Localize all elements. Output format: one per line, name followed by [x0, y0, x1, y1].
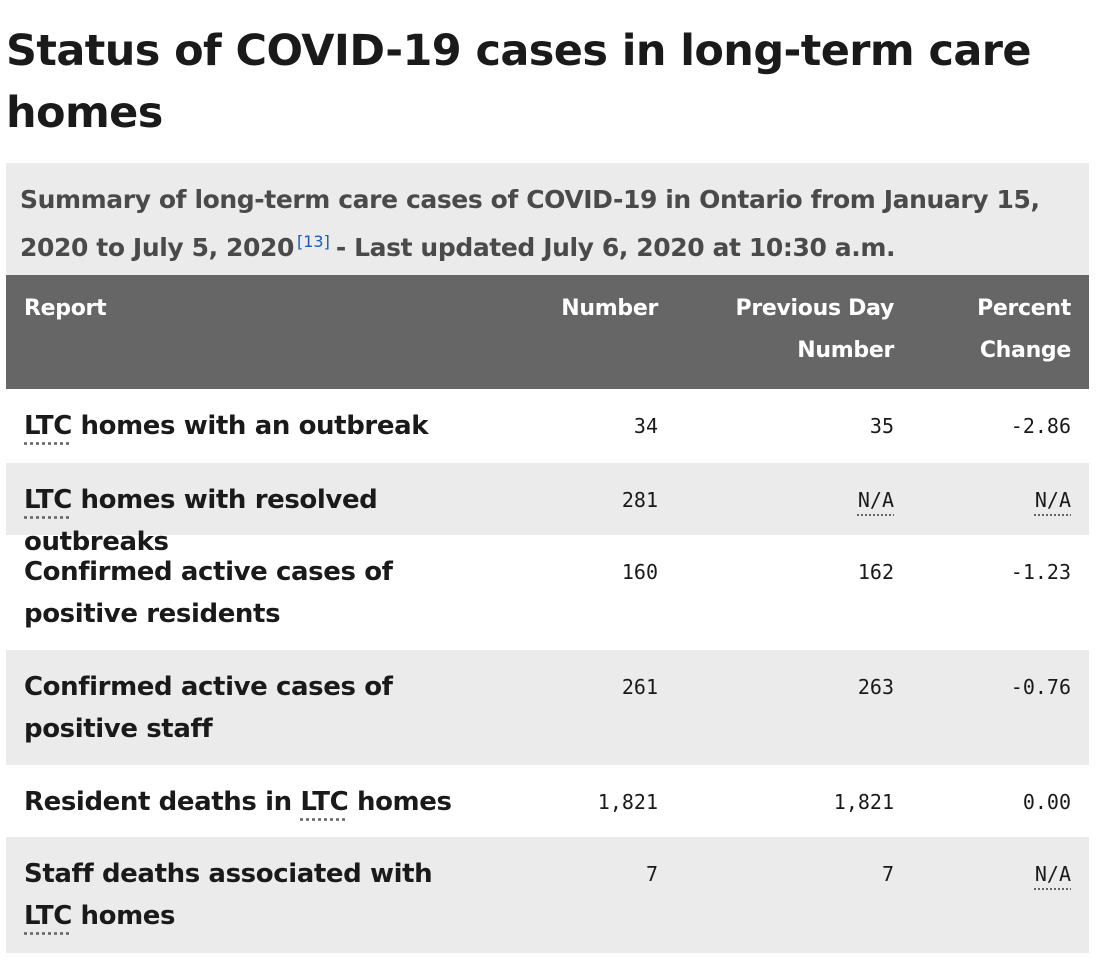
- row-report-label-text: Resident deaths in LTC homes: [24, 781, 504, 823]
- header-previous-day-number: Previous Day Number: [658, 275, 895, 389]
- row-report-label: Confirmed active cases of positive resid…: [6, 535, 504, 650]
- row-report-label: LTC homes with an outbreak: [6, 389, 504, 463]
- ltc-abbreviation[interactable]: LTC: [24, 411, 72, 441]
- cell-percent-change: N/A: [894, 837, 1089, 953]
- cell-number: 34: [504, 389, 658, 463]
- cell-number-value: 261: [621, 675, 658, 699]
- label-text: Confirmed active cases of positive resid…: [24, 557, 393, 629]
- cell-percent-change: N/A: [894, 463, 1089, 535]
- caption-text: Summary of long-term care cases of COVID…: [20, 185, 1040, 262]
- table-row: Resident deaths in LTC homes 1,821 1,821 0.…: [6, 765, 1089, 837]
- table-row: Confirmed active cases of positive resid…: [6, 535, 1089, 650]
- row-report-label-text: Staff deaths associated with LTC homes: [24, 853, 464, 937]
- table-row: Confirmed active cases of positive staff…: [6, 650, 1089, 765]
- ltc-summary-table: Summary of long-term care cases of COVID…: [6, 163, 1089, 953]
- row-report-label: Staff deaths associated with LTC homes: [6, 837, 504, 953]
- table-row: LTC homes with an outbreak 34 35 -2.86: [6, 389, 1089, 463]
- cell-number: 160: [504, 535, 658, 650]
- label-text: Resident deaths in: [24, 787, 301, 817]
- row-report-label: Confirmed active cases of positive staff: [6, 650, 504, 765]
- table-header-row: Report Number Previous Day Number Percen…: [6, 275, 1089, 389]
- not-available-abbreviation[interactable]: N/A: [857, 488, 894, 512]
- ltc-abbreviation[interactable]: LTC: [300, 787, 349, 817]
- header-percent-change-text: Percent Change: [977, 296, 1071, 363]
- label-text: homes: [348, 787, 452, 817]
- cell-percent-change-value: -0.76: [1010, 675, 1071, 699]
- table-row: Staff deaths associated with LTC homes 7 7…: [6, 837, 1089, 953]
- row-report-label-text: LTC homes with resolved outbreaks: [24, 479, 504, 563]
- cell-previous-day-number-value: 263: [857, 675, 894, 699]
- page-title: Status of COVID-19 cases in long-term ca…: [6, 26, 1032, 138]
- cell-previous-day-number: 162: [658, 535, 894, 650]
- row-report-label: Resident deaths in LTC homes: [6, 765, 504, 837]
- reference-link[interactable]: [13]: [296, 232, 330, 251]
- cell-percent-change: -1.23: [894, 535, 1089, 650]
- cell-previous-day-number: N/A: [658, 463, 894, 535]
- cell-number: 7: [504, 837, 658, 953]
- cell-percent-change: 0.00: [894, 765, 1089, 837]
- cell-percent-change-value: 0.00: [1022, 790, 1071, 814]
- cell-previous-day-number: 35: [658, 389, 894, 463]
- cell-number-value: 1,821: [597, 790, 658, 814]
- cell-previous-day-number-value: 162: [857, 560, 894, 584]
- header-number: Number: [561, 296, 658, 321]
- row-report-label: LTC homes with resolved outbreaks: [6, 463, 504, 557]
- cell-previous-day-number: 7: [658, 837, 894, 953]
- cell-number-value: 281: [621, 488, 658, 512]
- caption-updated-text: - Last updated July 6, 2020 at 10:30 a.m…: [335, 233, 896, 262]
- label-text: homes with an outbreak: [71, 411, 429, 441]
- cell-previous-day-number-value: 35: [869, 414, 894, 438]
- cell-number: 281: [504, 463, 658, 535]
- header-report: Report: [24, 296, 107, 321]
- cell-number-value: 34: [633, 414, 658, 438]
- table-body: LTC homes with an outbreak 34 35 -2.86 LTC h…: [6, 389, 1089, 953]
- cell-number-value: 7: [645, 862, 658, 886]
- row-report-label-text: Confirmed active cases of positive staff: [24, 666, 494, 750]
- header-previous-day-number-text: Previous Day Number: [735, 296, 895, 363]
- table-caption: Summary of long-term care cases of COVID…: [6, 163, 1089, 275]
- ltc-abbreviation[interactable]: LTC: [24, 901, 72, 931]
- not-available-abbreviation[interactable]: N/A: [1034, 488, 1071, 512]
- cell-previous-day-number-value: 1,821: [833, 790, 894, 814]
- cell-percent-change-value: -1.23: [1010, 560, 1071, 584]
- table-row: LTC homes with resolved outbreaks 281 N/A N…: [6, 463, 1089, 557]
- not-available-abbreviation[interactable]: N/A: [1034, 862, 1071, 886]
- cell-percent-change: -2.86: [894, 389, 1089, 463]
- cell-previous-day-number: 263: [658, 650, 894, 765]
- header-percent-change: Percent Change: [894, 275, 1089, 389]
- row-report-label-text: Confirmed active cases of positive resid…: [24, 551, 494, 635]
- cell-percent-change: -0.76: [894, 650, 1089, 765]
- cell-number: 1,821: [504, 765, 658, 837]
- label-text: Confirmed active cases of positive staff: [24, 672, 393, 744]
- label-text: Staff deaths associated with: [24, 859, 433, 889]
- cell-previous-day-number: 1,821: [658, 765, 894, 837]
- row-report-label-text: LTC homes with an outbreak: [24, 405, 504, 447]
- cell-number: 261: [504, 650, 658, 765]
- cell-number-value: 160: [621, 560, 658, 584]
- ltc-abbreviation[interactable]: LTC: [24, 485, 72, 515]
- label-text: homes with resolved outbreaks: [24, 485, 378, 557]
- cell-previous-day-number-value: 7: [881, 862, 894, 886]
- cell-percent-change-value: -2.86: [1010, 414, 1071, 438]
- label-text: homes: [71, 901, 176, 931]
